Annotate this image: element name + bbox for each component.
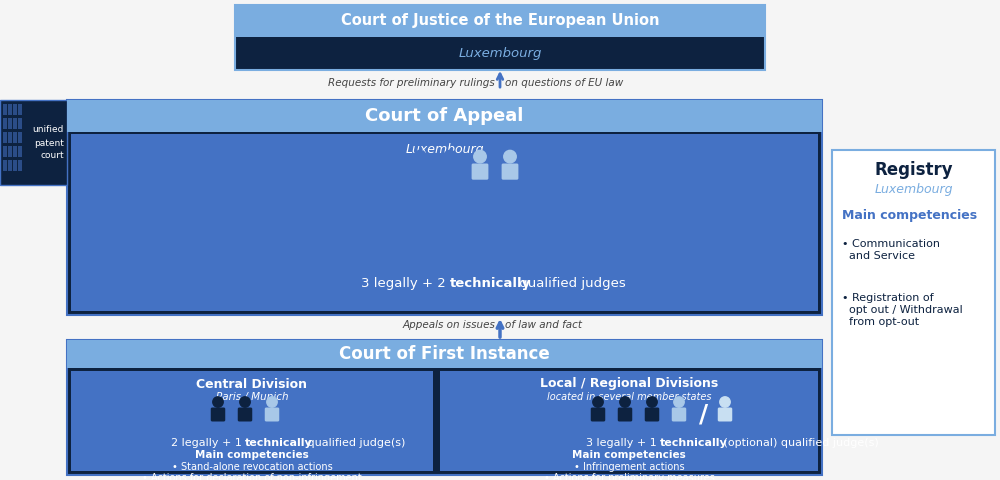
Text: located in several member states: located in several member states [547,392,711,402]
Text: Paris / Munich: Paris / Munich [216,392,288,402]
Bar [67,340,822,368]
FancyBboxPatch shape [442,164,458,180]
Text: Main competencies: Main competencies [195,450,309,460]
Bar [440,371,818,471]
Bar [235,37,765,70]
Text: (optional) qualified judge(s): (optional) qualified judge(s) [720,438,879,448]
Text: technically: technically [660,438,728,448]
FancyBboxPatch shape [672,408,686,421]
Text: technically: technically [450,276,531,289]
Bar [3,160,7,171]
Bar [18,118,22,129]
Text: patent: patent [34,139,64,147]
FancyBboxPatch shape [382,164,398,180]
Bar [13,146,17,157]
Circle shape [267,397,277,407]
Text: Luxembourg: Luxembourg [458,47,542,60]
Circle shape [674,397,684,407]
Bar [18,160,22,171]
Bar [3,132,7,143]
Text: qualified judge(s): qualified judge(s) [304,438,405,448]
Circle shape [504,150,516,163]
Text: on questions of EU law: on questions of EU law [505,78,623,88]
FancyBboxPatch shape [238,408,252,421]
Bar [3,118,7,129]
Text: Main competencies: Main competencies [572,450,686,460]
Circle shape [444,150,456,163]
FancyBboxPatch shape [472,164,488,180]
Text: 2 legally + 1: 2 legally + 1 [171,438,245,448]
Circle shape [647,397,657,407]
FancyBboxPatch shape [618,408,632,421]
Text: 3 legally + 1: 3 legally + 1 [586,438,660,448]
Text: Main competencies: Main competencies [842,208,977,221]
FancyBboxPatch shape [412,164,428,180]
Bar [8,132,12,143]
Bar [13,160,17,171]
Circle shape [620,397,630,407]
Text: Court of First Instance: Court of First Instance [339,345,550,363]
Text: • Actions for preliminary measures: • Actions for preliminary measures [544,473,714,480]
Circle shape [384,150,396,163]
Text: /: / [699,402,709,426]
Circle shape [213,397,223,407]
Text: • Registration of
  opt out / Withdrawal
  from opt-out: • Registration of opt out / Withdrawal f… [842,293,963,326]
Text: Luxembourg: Luxembourg [405,144,484,156]
Bar [8,118,12,129]
Text: • Actions for declaration of non-infringement: • Actions for declaration of non-infring… [142,473,362,480]
Bar [67,100,822,315]
Text: unified: unified [33,125,64,134]
Bar [18,132,22,143]
Text: of law and fact: of law and fact [505,320,582,330]
Circle shape [474,150,486,163]
Bar [13,132,17,143]
Bar [13,118,17,129]
Bar [13,104,17,115]
FancyBboxPatch shape [645,408,659,421]
Bar [0,100,67,185]
Circle shape [720,397,730,407]
Bar [67,100,822,132]
Text: court: court [40,152,64,160]
Bar [832,150,995,435]
Text: qualified judges: qualified judges [515,276,626,289]
Bar [8,104,12,115]
Text: Local / Regional Divisions: Local / Regional Divisions [540,377,718,391]
Bar [3,146,7,157]
FancyBboxPatch shape [265,408,279,421]
Bar [67,340,822,475]
Circle shape [593,397,603,407]
Circle shape [414,150,426,163]
FancyBboxPatch shape [502,164,518,180]
Text: Court of Appeal: Court of Appeal [365,107,524,125]
Bar [71,134,818,311]
Bar [235,5,765,37]
Bar [3,104,7,115]
Bar [8,146,12,157]
Text: Requests for preliminary rulings: Requests for preliminary rulings [328,78,495,88]
Text: Central Division: Central Division [196,377,308,391]
Text: • Communication
  and Service: • Communication and Service [842,239,940,261]
Text: 3 legally + 2: 3 legally + 2 [361,276,450,289]
Text: Luxembourg: Luxembourg [874,183,953,196]
Text: technically: technically [245,438,313,448]
Bar [71,371,433,471]
Text: • Stand-alone revocation actions: • Stand-alone revocation actions [172,462,332,472]
Text: Registry: Registry [874,161,953,179]
Text: Court of Justice of the European Union: Court of Justice of the European Union [341,13,659,28]
FancyBboxPatch shape [591,408,605,421]
Bar [18,104,22,115]
FancyBboxPatch shape [211,408,225,421]
Circle shape [240,397,250,407]
Bar [18,146,22,157]
Bar [8,160,12,171]
FancyBboxPatch shape [718,408,732,421]
Text: • Infringement actions: • Infringement actions [574,462,684,472]
Text: Appeals on issues: Appeals on issues [402,320,495,330]
Bar [235,5,765,70]
